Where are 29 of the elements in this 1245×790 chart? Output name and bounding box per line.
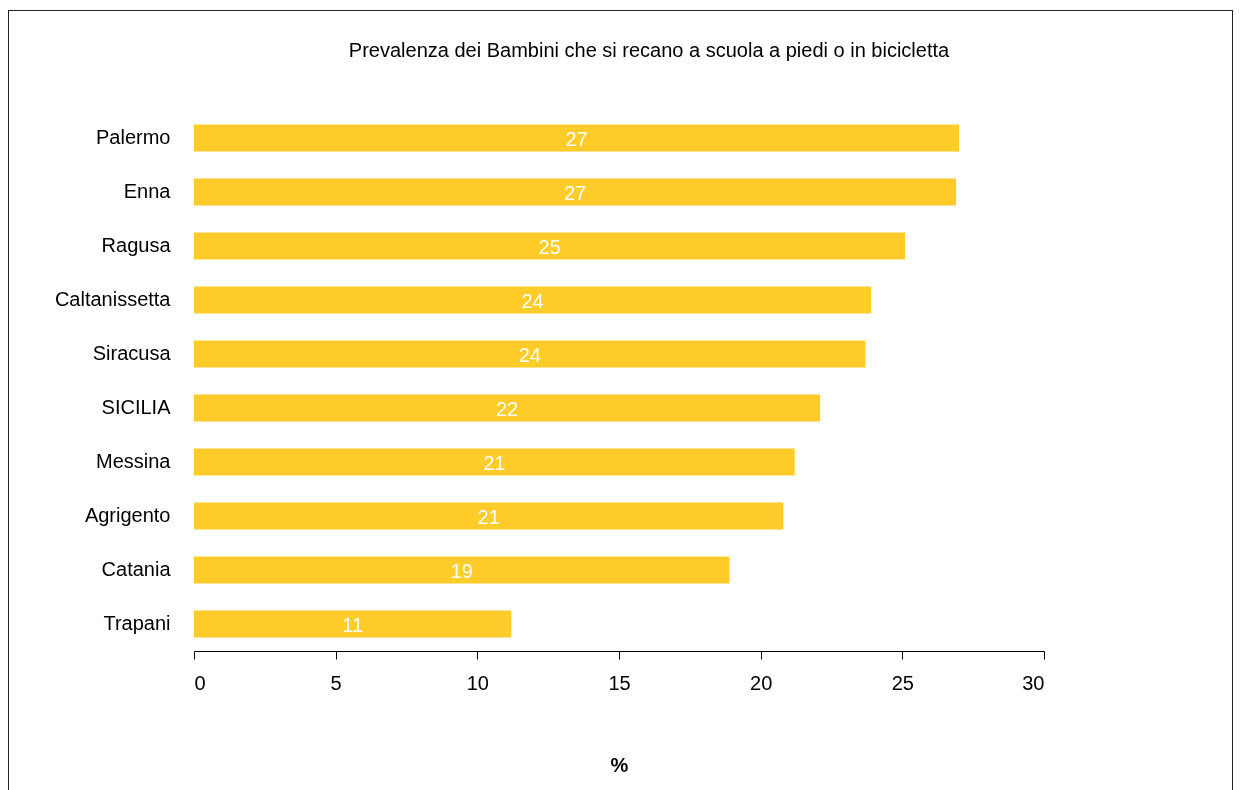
data-label: 21 (477, 506, 500, 528)
x-tick-label: 0 (194, 671, 206, 694)
y-tick-label: SICILIA (101, 396, 172, 418)
y-tick-label: Caltanissetta (54, 288, 172, 310)
data-label: 11 (342, 614, 364, 636)
x-tick-label: 5 (330, 671, 342, 694)
data-label: 24 (518, 344, 541, 366)
x-tick-label: 20 (750, 671, 773, 694)
y-tick-label: Ragusa (101, 234, 172, 256)
x-tick-label: 30 (1022, 671, 1045, 694)
data-label: 27 (565, 128, 588, 150)
y-tick-label: Catania (101, 558, 172, 580)
data-label: 19 (450, 560, 473, 582)
data-label: 22 (495, 398, 519, 420)
data-label: 27 (563, 182, 587, 204)
x-axis-title: % (610, 753, 629, 776)
data-label: 25 (538, 236, 561, 258)
y-tick-label: Agrigento (84, 504, 171, 526)
y-tick-label: Trapani (103, 612, 171, 634)
x-tick-label: 15 (608, 671, 631, 694)
data-label: 21 (483, 452, 506, 474)
y-tick-label: Enna (123, 180, 172, 202)
x-tick-label: 25 (891, 671, 914, 694)
data-label: 24 (521, 290, 544, 312)
x-tick-label: 10 (466, 671, 489, 694)
chart-title: Prevalenza dei Bambini che si recano a scuola a piedi o in bicicletta (348, 39, 951, 61)
y-tick-label: Messina (96, 450, 172, 472)
y-tick-label: Siracusa (92, 342, 172, 364)
y-tick-label: Palermo (96, 126, 171, 148)
